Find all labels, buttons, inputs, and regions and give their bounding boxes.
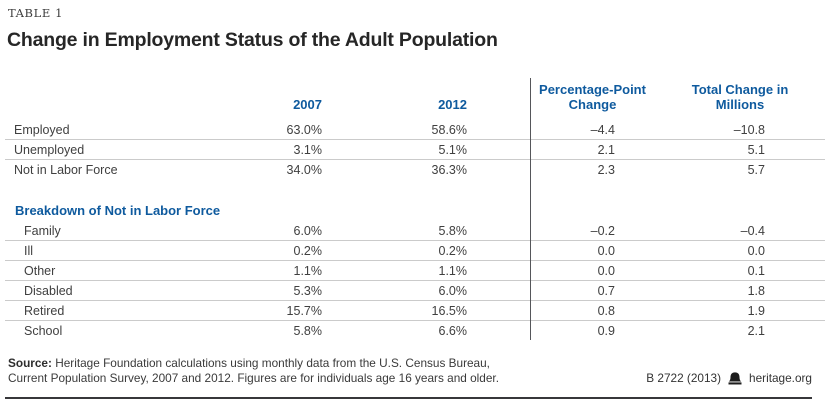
column-header-2007: 2007: [293, 97, 322, 112]
table-row: Retired 15.7% 16.5% 0.8 1.9: [5, 300, 825, 321]
pp-change-cell: –4.4: [530, 120, 655, 140]
gap-column-header: [467, 76, 530, 120]
pp-change-cell: 2.1: [530, 139, 655, 160]
y2012-cell: 5.8%: [322, 221, 467, 241]
y2007-cell: 3.1%: [245, 139, 322, 160]
y2012-cell: 1.1%: [322, 260, 467, 281]
source-note: Source: Heritage Foundation calculations…: [8, 356, 538, 386]
total-change-cell: 0.0: [655, 240, 825, 261]
total-change-cell: 1.9: [655, 300, 825, 321]
heritage-bell-icon: [728, 371, 742, 384]
y2007-cell: 0.2%: [245, 240, 322, 261]
row-label-cell: Other: [5, 260, 245, 281]
source-text-line2: Current Population Survey, 2007 and 2012…: [8, 371, 499, 385]
spacer-cell: [5, 179, 825, 197]
y2012-cell: 5.1%: [322, 139, 467, 160]
website-link: heritage.org: [749, 371, 812, 385]
gap-cell: [467, 160, 530, 180]
table-row: Family 6.0% 5.8% –0.2 –0.4: [5, 221, 825, 241]
table-body: Employed 63.0% 58.6% –4.4 –10.8 Unemployed 3.1…: [5, 120, 825, 340]
y2007-cell: 34.0%: [286, 162, 322, 177]
pp-change-cell: 2.3: [597, 162, 615, 177]
header-row: 2007 2012 Percentage-Point Change Total …: [5, 76, 825, 120]
section-header-cell: Breakdown of Not in Labor Force: [15, 203, 221, 218]
section-header-row: Breakdown of Not in Labor Force: [5, 197, 825, 221]
y2012-cell: 58.6%: [322, 120, 467, 140]
column-header-pp-change: Percentage-Point Change: [539, 82, 646, 112]
row-label-cell: Retired: [5, 300, 245, 321]
total-change-cell: 1.8: [655, 280, 825, 301]
y2007-cell: 1.1%: [245, 260, 322, 281]
table-row: Not in Labor Force 34.0% 36.3% 2.3 5.7: [5, 160, 825, 180]
row-label-cell: Unemployed: [5, 139, 245, 160]
total-change-cell: 5.1: [655, 139, 825, 160]
pp-change-cell: –0.2: [530, 221, 655, 241]
total-change-cell: 0.1: [655, 260, 825, 281]
category-column-header: [5, 76, 245, 120]
table-row: Unemployed 3.1% 5.1% 2.1 5.1: [5, 139, 825, 160]
gap-cell: [467, 221, 530, 241]
publication-id: B 2722 (2013): [646, 371, 722, 385]
row-label-cell: Employed: [5, 120, 245, 140]
table-row: Ill 0.2% 0.2% 0.0 0.0: [5, 240, 825, 261]
y2012-cell: 16.5%: [322, 300, 467, 321]
gap-cell: [467, 240, 530, 261]
pp-change-cell: 0.0: [530, 260, 655, 281]
y2007-cell: 15.7%: [245, 300, 322, 321]
row-label-cell: Not in Labor Force: [14, 162, 118, 177]
source-label: Source:: [8, 356, 52, 370]
gap-cell: [467, 300, 530, 321]
y2012-cell: 6.0%: [322, 280, 467, 301]
table-row: Employed 63.0% 58.6% –4.4 –10.8: [5, 120, 825, 140]
row-label-cell: Disabled: [5, 280, 245, 301]
employment-status-table: 2007 2012 Percentage-Point Change Total …: [5, 76, 825, 340]
page-title: Change in Employment Status of the Adult…: [7, 29, 498, 51]
total-change-cell: –0.4: [655, 221, 825, 241]
data-table-wrapper: 2007 2012 Percentage-Point Change Total …: [5, 76, 825, 340]
gap-cell: [467, 280, 530, 301]
y2007-cell: 6.0%: [245, 221, 322, 241]
gap-cell: [467, 321, 530, 341]
spacer-row: [5, 179, 825, 197]
y2012-cell: 36.3%: [431, 162, 467, 177]
pp-change-cell: 0.7: [530, 280, 655, 301]
gap-cell: [467, 260, 530, 281]
source-text-line1: Heritage Foundation calculations using m…: [55, 356, 490, 370]
table-row: Disabled 5.3% 6.0% 0.7 1.8: [5, 280, 825, 301]
y2007-cell: 5.8%: [293, 323, 323, 338]
total-change-cell: –10.8: [655, 120, 825, 140]
y2007-cell: 63.0%: [245, 120, 322, 140]
gap-cell: [467, 120, 530, 140]
row-label-cell: Family: [5, 221, 245, 241]
row-label-cell: Ill: [5, 240, 245, 261]
table-row: School 5.8% 6.6% 0.9 2.1: [5, 321, 825, 341]
table-row: Other 1.1% 1.1% 0.0 0.1: [5, 260, 825, 281]
row-label-cell: School: [24, 323, 63, 338]
pp-change-cell: 0.8: [530, 300, 655, 321]
column-header-2012: 2012: [438, 97, 467, 112]
gap-cell: [467, 139, 530, 160]
pp-change-cell: 0.9: [597, 323, 615, 338]
publication-info: B 2722 (2013) heritage.org: [646, 371, 812, 385]
total-change-cell: 2.1: [747, 323, 765, 338]
bottom-rule: [5, 397, 812, 399]
table-number-label: TABLE 1: [8, 6, 64, 20]
total-change-cell: 5.7: [747, 162, 765, 177]
y2007-cell: 5.3%: [245, 280, 322, 301]
column-header-total-change: Total Change in Millions: [691, 82, 789, 112]
vertical-divider-line: [530, 78, 531, 340]
y2012-cell: 6.6%: [438, 323, 468, 338]
pp-change-cell: 0.0: [530, 240, 655, 261]
y2012-cell: 0.2%: [322, 240, 467, 261]
